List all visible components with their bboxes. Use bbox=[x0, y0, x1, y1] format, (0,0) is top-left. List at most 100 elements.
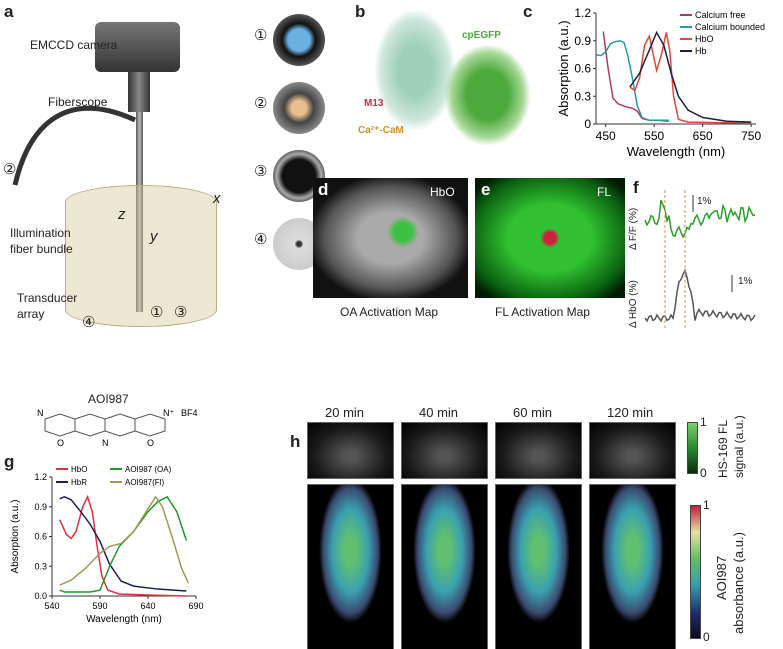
label-m13: M13 bbox=[364, 98, 384, 109]
dff-trace bbox=[644, 199, 756, 239]
x-tick-label: 550 bbox=[644, 129, 664, 143]
legend-entry: Calcium free bbox=[695, 10, 746, 20]
x-axis-label: Wavelength (nm) bbox=[86, 614, 162, 625]
ylabel-dhbo: Δ HbO (%) bbox=[628, 280, 639, 328]
tag-fl: FL bbox=[597, 185, 612, 199]
series-line-aoi987-fl- bbox=[59, 495, 190, 586]
y-axis-label: Absorption (a.u.) bbox=[556, 20, 571, 116]
legend-entry: Calcium bounded bbox=[695, 22, 765, 32]
colorbar-bottom-label-1: AOI987 bbox=[714, 555, 729, 600]
photo-fiberscope-tip bbox=[273, 14, 325, 66]
colorbar-top-max: 1 bbox=[700, 415, 707, 429]
label-emccd-camera: EMCCD camera bbox=[30, 38, 118, 52]
time-label: 20 min bbox=[325, 405, 365, 420]
chart-c-absorption: 450 550 650 750 0 0.3 0.6 0.9 1.2 Wavelength (nm)… bbox=[556, 6, 765, 159]
marker-3: ③ bbox=[174, 304, 188, 321]
photo-fiber-bundle bbox=[273, 82, 325, 134]
panel-label-c: c bbox=[523, 2, 533, 21]
fluorescence-image bbox=[401, 422, 488, 479]
photo-label-1: ① bbox=[254, 27, 268, 44]
y-tick-label: 0.9 bbox=[574, 34, 591, 48]
oa-activation-map-image bbox=[313, 178, 468, 298]
atom-n-center: N bbox=[102, 438, 109, 447]
label-ca-cam: Ca²⁺-CaM bbox=[358, 125, 404, 136]
atom-o-left: O bbox=[57, 438, 64, 447]
panel-label-d: d bbox=[318, 180, 329, 199]
x-tick-label: 450 bbox=[596, 129, 616, 143]
axis-y-label: y bbox=[150, 228, 158, 245]
legend-entry: Hb bbox=[695, 46, 707, 56]
camera-mount bbox=[128, 72, 150, 112]
protein-structure-cpegfp bbox=[445, 45, 530, 145]
aoi987-absorbance-image bbox=[495, 484, 582, 649]
fluorescence-image bbox=[495, 422, 582, 479]
y-axis-label: Absorption (a.u.) bbox=[10, 500, 21, 574]
series-line-aoi987-oa- bbox=[59, 495, 188, 593]
series-line-hbo bbox=[58, 494, 187, 597]
series-line-hbo bbox=[629, 32, 752, 124]
y-tick-label: 0 bbox=[584, 117, 591, 131]
emccd-camera-drawing bbox=[95, 22, 180, 72]
legend-entry: HbR bbox=[71, 478, 87, 487]
scale-bar-top-label: 1% bbox=[697, 196, 712, 207]
x-tick-label: 540 bbox=[44, 601, 59, 611]
panel-label-e: e bbox=[481, 180, 491, 199]
series-line-hbr bbox=[59, 496, 187, 592]
y-tick-label: 1.2 bbox=[34, 472, 47, 482]
x-tick-label: 650 bbox=[693, 129, 713, 143]
colorbar-hs169 bbox=[687, 422, 698, 474]
caption-fl-map: FL Activation Map bbox=[495, 305, 590, 319]
axis-z-label: z bbox=[118, 206, 126, 223]
fluorescence-image bbox=[307, 422, 394, 479]
colorbar-aoi987 bbox=[690, 505, 701, 639]
panel-label-f: f bbox=[633, 178, 639, 197]
x-tick-label: 750 bbox=[741, 129, 761, 143]
aoi987-absorbance-image bbox=[401, 484, 488, 649]
legend-entry: AOI987 (OA) bbox=[125, 465, 172, 474]
axis-x-label: x bbox=[213, 190, 221, 207]
photo-label-3: ③ bbox=[254, 163, 268, 180]
colorbar-bottom-min: 0 bbox=[703, 630, 710, 644]
time-label: 40 min bbox=[419, 405, 459, 420]
fiber-bundle-cable bbox=[12, 105, 137, 186]
panel-label-b: b bbox=[355, 2, 366, 21]
y-tick-label: 0.9 bbox=[34, 502, 47, 512]
ylabel-dff: Δ F/F (%) bbox=[628, 207, 639, 250]
y-tick-label: 0.6 bbox=[34, 532, 47, 542]
series-line-calcium-bounded bbox=[595, 39, 669, 122]
legend-entry: HbO bbox=[71, 465, 87, 474]
label-illumination: Illumination bbox=[10, 226, 71, 240]
time-label: 60 min bbox=[513, 405, 553, 420]
dhbo-trace bbox=[644, 268, 756, 323]
time-label: 120 min bbox=[607, 405, 654, 420]
y-tick-label: 1.2 bbox=[574, 6, 591, 20]
tag-hbo: HbO bbox=[430, 185, 455, 199]
transducer-cylinder bbox=[65, 185, 217, 327]
label-fiber-bundle: fiber bundle bbox=[10, 242, 73, 256]
x-axis-label: Wavelength (nm) bbox=[627, 144, 726, 159]
photo-label-4: ④ bbox=[254, 231, 268, 248]
legend-entry: AOI987(Fl) bbox=[125, 478, 164, 487]
y-tick-label: 0.6 bbox=[574, 62, 591, 76]
colorbar-bottom-label-2: absorbance (a.u.) bbox=[731, 532, 746, 634]
label-transducer: Transducer bbox=[17, 291, 78, 305]
timecourse-traces bbox=[644, 190, 756, 330]
aoi987-absorbance-image bbox=[307, 484, 394, 649]
atom-n-plus: N⁺ bbox=[163, 408, 174, 418]
aoi987-chemical-structure: N N⁺ BF4 O N O bbox=[37, 408, 198, 447]
colorbar-top-min: 0 bbox=[700, 466, 707, 480]
colorbar-top-label-1: HS-169 FL bbox=[716, 419, 730, 478]
series-line-hb bbox=[629, 30, 752, 123]
marker-1: ① bbox=[150, 304, 164, 321]
marker-4: ④ bbox=[82, 314, 96, 331]
aoi987-absorbance-image bbox=[589, 484, 676, 649]
panel-label-h: h bbox=[290, 432, 301, 451]
label-array: array bbox=[17, 307, 45, 321]
chart-g-absorption: 540 590 640 690 0.0 0.3 0.6 0.9 1.2 Wavelength (n… bbox=[10, 465, 204, 625]
label-cpegfp: cpEGFP bbox=[462, 30, 501, 41]
x-tick-label: 690 bbox=[188, 601, 203, 611]
compound-name: AOI987 bbox=[88, 392, 129, 406]
panel-label-g: g bbox=[4, 452, 15, 471]
colorbar-top-label-2: signal (a.u.) bbox=[732, 415, 746, 478]
